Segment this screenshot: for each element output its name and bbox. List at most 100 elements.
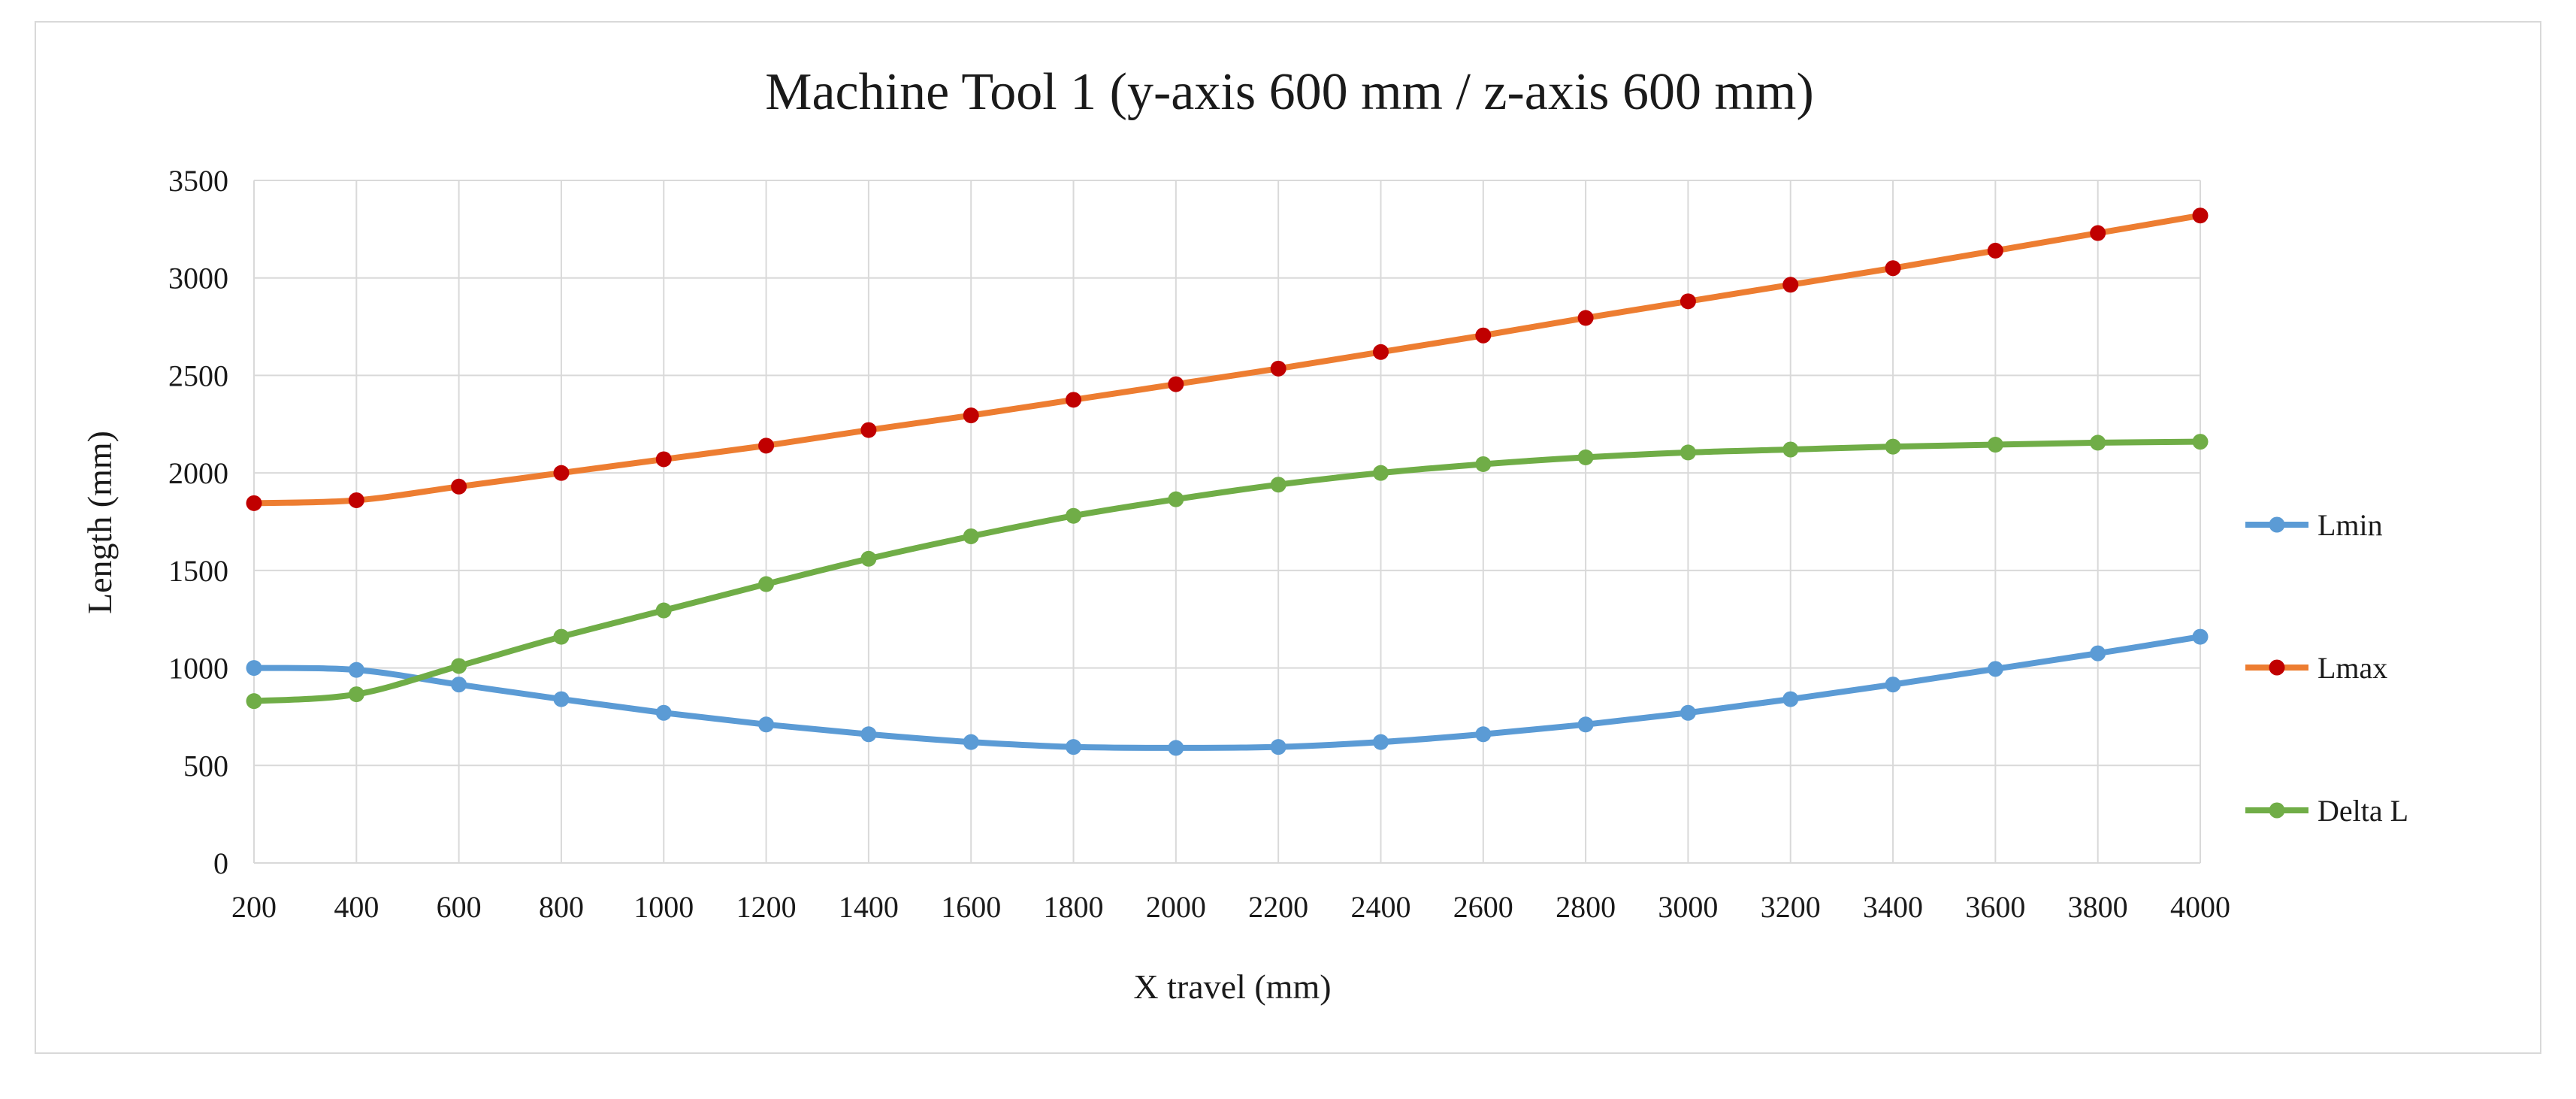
x-tick-label: 1000 xyxy=(633,890,694,924)
series-line-lmax xyxy=(251,212,2203,507)
data-point-lmin xyxy=(1885,677,1901,693)
data-point-lmin xyxy=(2192,628,2209,645)
y-tick-labels: 0 500 1000 1500 2000 2500 3000 3500 xyxy=(168,164,228,880)
data-point-lmin xyxy=(1372,734,1389,750)
x-tick-label: 1600 xyxy=(941,890,1001,924)
data-point-delta-l xyxy=(1577,449,1594,465)
x-tick-label: 400 xyxy=(334,890,379,924)
y-tick-label: 3000 xyxy=(168,262,228,295)
x-tick-label: 3000 xyxy=(1658,890,1718,924)
x-tick-label: 2600 xyxy=(1453,890,1513,924)
x-tick-label: 2200 xyxy=(1248,890,1308,924)
data-point-delta-l xyxy=(655,602,672,619)
data-point-lmin xyxy=(1168,740,1184,756)
y-axis-title: Length (mm) xyxy=(80,431,119,614)
data-point-delta-l xyxy=(1987,437,2003,453)
data-point-lmax xyxy=(553,465,570,481)
y-tick-label: 0 xyxy=(213,846,228,880)
data-point-lmax xyxy=(1885,260,1901,277)
y-tick-label: 500 xyxy=(183,749,228,783)
x-tick-label: 1400 xyxy=(839,890,899,924)
data-point-delta-l xyxy=(451,658,467,674)
x-tick-label: 3200 xyxy=(1761,890,1821,924)
legend-label-lmax: Lmax xyxy=(2317,651,2387,685)
data-point-lmax xyxy=(1168,376,1184,392)
data-point-lmin xyxy=(758,716,775,733)
legend-label-delta-l: Delta L xyxy=(2317,794,2408,828)
y-tick-label: 1500 xyxy=(168,554,228,588)
series-lines xyxy=(251,212,2203,751)
data-point-lmax xyxy=(451,478,467,495)
legend-marker-delta-l xyxy=(2269,802,2285,819)
data-point-lmax xyxy=(1066,392,1082,408)
data-point-lmax xyxy=(1577,310,1594,326)
data-point-lmax xyxy=(1782,277,1799,293)
data-point-delta-l xyxy=(1168,491,1184,507)
data-point-delta-l xyxy=(1885,438,1901,455)
x-tick-labels: 200 400 600 800 1000 1200 1400 1600 1800 2000 2200… xyxy=(231,890,2230,924)
data-point-delta-l xyxy=(2192,434,2209,450)
data-point-delta-l xyxy=(348,686,364,703)
data-point-lmax xyxy=(1270,360,1286,377)
data-point-lmin xyxy=(1066,739,1082,755)
data-point-lmax xyxy=(860,422,877,438)
data-point-lmin xyxy=(1987,661,2003,677)
data-point-lmin xyxy=(1270,739,1286,755)
y-tick-label: 2000 xyxy=(168,456,228,490)
data-point-lmin xyxy=(451,677,467,693)
data-point-delta-l xyxy=(2090,434,2106,451)
x-tick-label: 1800 xyxy=(1044,890,1104,924)
legend-label-lmin: Lmin xyxy=(2317,508,2383,542)
gridlines xyxy=(253,180,2201,864)
x-tick-label: 1200 xyxy=(736,890,797,924)
data-point-lmax xyxy=(1372,344,1389,360)
y-tick-label: 1000 xyxy=(168,652,228,686)
data-point-delta-l xyxy=(1066,507,1082,524)
data-point-lmin xyxy=(553,691,570,707)
y-tick-label: 2500 xyxy=(168,359,228,392)
x-tick-label: 2400 xyxy=(1350,890,1410,924)
x-tick-label: 800 xyxy=(539,890,584,924)
data-point-delta-l xyxy=(963,528,979,544)
data-point-delta-l xyxy=(553,628,570,645)
x-axis-title: X travel (mm) xyxy=(1133,967,1331,1006)
data-point-lmin xyxy=(1680,704,1696,721)
data-point-lmin xyxy=(860,726,877,743)
x-tick-label: 200 xyxy=(231,890,277,924)
legend-marker-lmax xyxy=(2269,659,2285,676)
data-point-lmax xyxy=(348,492,364,508)
data-point-lmin xyxy=(2090,645,2106,662)
chart-title: Machine Tool 1 (y-axis 600 mm / z-axis 6… xyxy=(765,63,1814,121)
data-point-delta-l xyxy=(1475,456,1492,472)
data-point-lmax xyxy=(758,437,775,454)
series-line-delta-l xyxy=(251,438,2203,704)
series-markers xyxy=(246,207,2209,756)
data-point-lmax xyxy=(655,451,672,468)
x-tick-label: 2000 xyxy=(1146,890,1206,924)
x-tick-label: 3400 xyxy=(1863,890,1923,924)
x-tick-label: 600 xyxy=(437,890,482,924)
data-point-lmax xyxy=(1987,242,2003,259)
data-point-delta-l xyxy=(860,550,877,567)
data-point-lmax xyxy=(963,407,979,424)
data-point-lmax xyxy=(1475,327,1492,344)
data-point-lmin xyxy=(963,734,979,750)
data-point-delta-l xyxy=(1270,477,1286,493)
legend: Lmin Lmax Delta L xyxy=(2245,508,2408,828)
data-point-delta-l xyxy=(1782,441,1799,458)
x-tick-label: 2800 xyxy=(1556,890,1616,924)
data-point-lmin xyxy=(1577,716,1594,733)
data-point-lmin xyxy=(348,662,364,678)
data-point-lmin xyxy=(1475,726,1492,743)
data-point-delta-l xyxy=(1680,444,1696,461)
data-point-lmin xyxy=(1782,691,1799,707)
data-point-lmax xyxy=(2192,207,2209,224)
data-point-lmin xyxy=(246,660,262,677)
chart-frame xyxy=(35,21,2541,1054)
data-point-lmin xyxy=(655,704,672,721)
data-point-lmax xyxy=(1680,293,1696,310)
data-point-lmax xyxy=(246,495,262,511)
x-tick-label: 4000 xyxy=(2170,890,2230,924)
data-point-lmax xyxy=(2090,225,2106,241)
